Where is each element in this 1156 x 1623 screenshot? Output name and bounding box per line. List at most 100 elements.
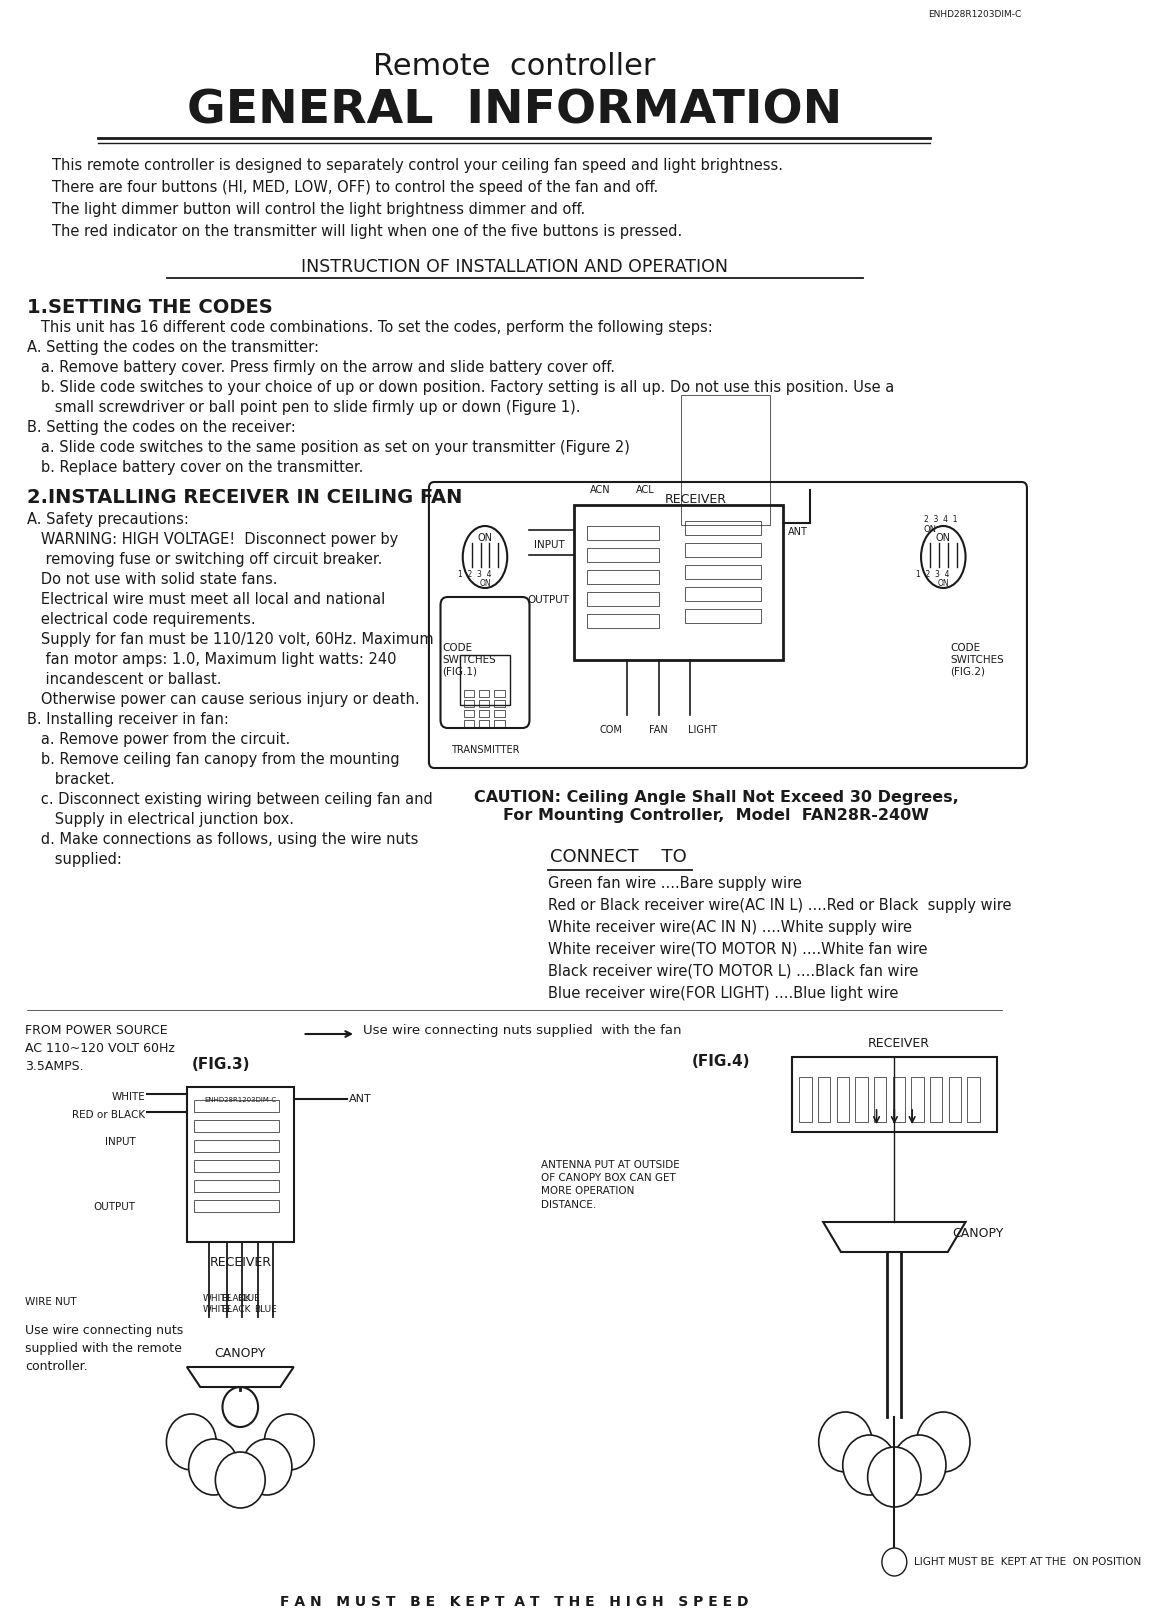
Bar — [479, 709, 489, 717]
Text: The red indicator on the transmitter will light when one of the five buttons is : The red indicator on the transmitter wil… — [52, 224, 682, 239]
Bar — [479, 700, 489, 708]
Text: Supply in electrical junction box.: Supply in electrical junction box. — [27, 812, 294, 828]
Text: a. Slide code switches to the same position as set on your transmitter (Figure 2: a. Slide code switches to the same posit… — [27, 440, 630, 454]
Text: WIRE NUT: WIRE NUT — [25, 1297, 76, 1307]
Text: FROM POWER SOURCE
AC 110~120 VOLT 60Hz
3.5AMPS.: FROM POWER SOURCE AC 110~120 VOLT 60Hz 3… — [25, 1024, 175, 1073]
Text: Supply for fan must be 110/120 volt, 60Hz. Maximum: Supply for fan must be 110/120 volt, 60H… — [27, 631, 434, 648]
Text: (FIG.4): (FIG.4) — [691, 1053, 750, 1070]
Text: There are four buttons (HI, MED, LOW, OFF) to control the speed of the fan and o: There are four buttons (HI, MED, LOW, OF… — [52, 180, 658, 195]
Bar — [949, 1078, 961, 1121]
Bar — [892, 1078, 905, 1121]
Text: This unit has 16 different code combinations. To set the codes, perform the foll: This unit has 16 different code combinat… — [27, 320, 712, 334]
Bar — [817, 1078, 830, 1121]
Bar — [194, 1139, 279, 1152]
Text: BLACK: BLACK — [221, 1294, 250, 1303]
Bar — [792, 1057, 996, 1131]
Text: Otherwise power can cause serious injury or death.: Otherwise power can cause serious injury… — [27, 691, 420, 708]
Text: c. Disconnect existing wiring between ceiling fan and: c. Disconnect existing wiring between ce… — [27, 792, 432, 807]
Circle shape — [222, 1388, 258, 1427]
Circle shape — [166, 1414, 216, 1470]
Text: electrical code requirements.: electrical code requirements. — [27, 612, 255, 626]
Polygon shape — [187, 1367, 294, 1388]
Text: Electrical wire must meet all local and national: Electrical wire must meet all local and … — [27, 592, 385, 607]
Bar — [837, 1078, 849, 1121]
Circle shape — [882, 1548, 906, 1576]
Bar — [587, 592, 659, 605]
Text: ACL: ACL — [636, 485, 654, 495]
Bar — [464, 721, 474, 727]
Text: B. Setting the codes on the receiver:: B. Setting the codes on the receiver: — [27, 420, 296, 435]
Text: FAN: FAN — [650, 725, 668, 735]
Text: WHITE: WHITE — [203, 1305, 232, 1315]
Circle shape — [892, 1435, 946, 1495]
Text: ANT: ANT — [787, 527, 807, 537]
Bar — [494, 700, 504, 708]
Bar — [929, 1078, 942, 1121]
Bar — [686, 588, 761, 601]
Text: 2.INSTALLING RECEIVER IN CEILING FAN: 2.INSTALLING RECEIVER IN CEILING FAN — [27, 489, 462, 506]
Text: Use wire connecting nuts supplied  with the fan: Use wire connecting nuts supplied with t… — [363, 1024, 682, 1037]
Text: Do not use with solid state fans.: Do not use with solid state fans. — [27, 571, 277, 588]
Bar — [799, 1078, 812, 1121]
Text: Use wire connecting nuts
supplied with the remote
controller.: Use wire connecting nuts supplied with t… — [25, 1324, 183, 1373]
Circle shape — [818, 1412, 872, 1472]
Bar — [587, 549, 659, 562]
Text: Black receiver wire(TO MOTOR L) ....Black fan wire: Black receiver wire(TO MOTOR L) ....Blac… — [548, 964, 919, 979]
Bar — [194, 1199, 279, 1212]
Text: ACN: ACN — [591, 485, 612, 495]
Text: COM: COM — [600, 725, 623, 735]
Text: removing fuse or switching off circuit breaker.: removing fuse or switching off circuit b… — [27, 552, 383, 566]
Text: BLUE: BLUE — [254, 1305, 277, 1315]
Bar — [494, 721, 504, 727]
Text: SWITCHES: SWITCHES — [443, 656, 496, 665]
Text: ANT: ANT — [349, 1094, 371, 1104]
Circle shape — [265, 1414, 314, 1470]
Text: GENERAL  INFORMATION: GENERAL INFORMATION — [187, 88, 842, 133]
Circle shape — [917, 1412, 970, 1472]
Bar — [494, 709, 504, 717]
Bar — [587, 613, 659, 628]
Text: White receiver wire(AC IN N) ....White supply wire: White receiver wire(AC IN N) ....White s… — [548, 920, 912, 935]
Text: ON: ON — [936, 532, 950, 544]
Text: RECEIVER: RECEIVER — [868, 1037, 929, 1050]
Text: INPUT: INPUT — [534, 540, 564, 550]
Bar — [494, 690, 504, 696]
Text: Blue receiver wire(FOR LIGHT) ....Blue light wire: Blue receiver wire(FOR LIGHT) ....Blue l… — [548, 987, 898, 1001]
Bar — [194, 1180, 279, 1191]
Bar — [587, 526, 659, 540]
Text: 1  2  3  4: 1 2 3 4 — [458, 570, 491, 579]
Text: ON: ON — [477, 532, 492, 544]
Text: Remote  controller: Remote controller — [373, 52, 655, 81]
Text: ENHD28R1203DIM-C: ENHD28R1203DIM-C — [928, 10, 1022, 19]
Circle shape — [242, 1440, 291, 1495]
Circle shape — [215, 1453, 265, 1508]
Text: RED or BLACK: RED or BLACK — [72, 1110, 144, 1120]
Bar — [464, 709, 474, 717]
Text: RECEIVER: RECEIVER — [209, 1256, 272, 1269]
Text: ENHD28R1203DIM-C: ENHD28R1203DIM-C — [205, 1097, 276, 1104]
Text: OUTPUT: OUTPUT — [527, 596, 570, 605]
Text: d. Make connections as follows, using the wire nuts: d. Make connections as follows, using th… — [27, 833, 418, 847]
Bar — [194, 1160, 279, 1172]
Circle shape — [868, 1448, 921, 1508]
Bar — [187, 1087, 294, 1242]
Text: WARNING: HIGH VOLTAGE!  Disconnect power by: WARNING: HIGH VOLTAGE! Disconnect power … — [27, 532, 398, 547]
Text: WHITE: WHITE — [111, 1092, 144, 1102]
Text: 1  2  3  4: 1 2 3 4 — [916, 570, 949, 579]
Text: SWITCHES: SWITCHES — [950, 656, 1005, 665]
Ellipse shape — [921, 526, 965, 588]
Bar — [686, 521, 761, 536]
Text: CANOPY: CANOPY — [215, 1347, 266, 1360]
FancyBboxPatch shape — [440, 597, 529, 729]
Text: ON: ON — [480, 579, 491, 588]
Text: b. Remove ceiling fan canopy from the mounting: b. Remove ceiling fan canopy from the mo… — [27, 751, 399, 768]
Text: This remote controller is designed to separately control your ceiling fan speed : This remote controller is designed to se… — [52, 157, 783, 174]
Bar — [874, 1078, 887, 1121]
Text: BLUE: BLUE — [237, 1294, 259, 1303]
Bar — [575, 505, 783, 661]
Bar — [194, 1100, 279, 1112]
Text: LIGHT: LIGHT — [689, 725, 718, 735]
Text: ON: ON — [938, 579, 949, 588]
Text: incandescent or ballast.: incandescent or ballast. — [27, 672, 221, 687]
Text: fan motor amps: 1.0, Maximum light watts: 240: fan motor amps: 1.0, Maximum light watts… — [27, 652, 397, 667]
